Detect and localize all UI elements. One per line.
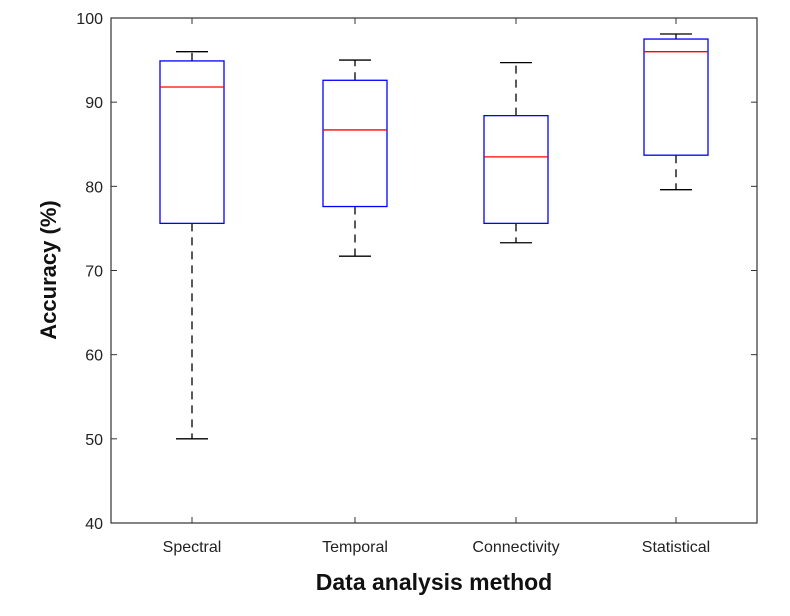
y-tick-label: 100 xyxy=(76,11,103,28)
x-tick-label: Statistical xyxy=(642,539,710,556)
x-tick-label: Spectral xyxy=(163,539,222,556)
y-tick-label: 90 xyxy=(85,95,103,112)
y-tick-label: 60 xyxy=(85,348,103,365)
y-tick-label: 80 xyxy=(85,179,103,196)
iqr-box xyxy=(643,38,709,156)
iqr-box xyxy=(159,60,225,225)
iqr-box xyxy=(322,79,388,208)
y-tick-label: 50 xyxy=(85,432,103,449)
x-tick-label: Connectivity xyxy=(472,539,559,556)
y-tick-label: 70 xyxy=(85,264,103,281)
x-axis-label: Data analysis method xyxy=(316,569,552,595)
x-tick-label: Temporal xyxy=(322,539,388,556)
iqr-box xyxy=(483,114,549,225)
y-tick-label: 40 xyxy=(85,516,103,533)
y-axis-label: Accuracy (%) xyxy=(36,200,61,339)
